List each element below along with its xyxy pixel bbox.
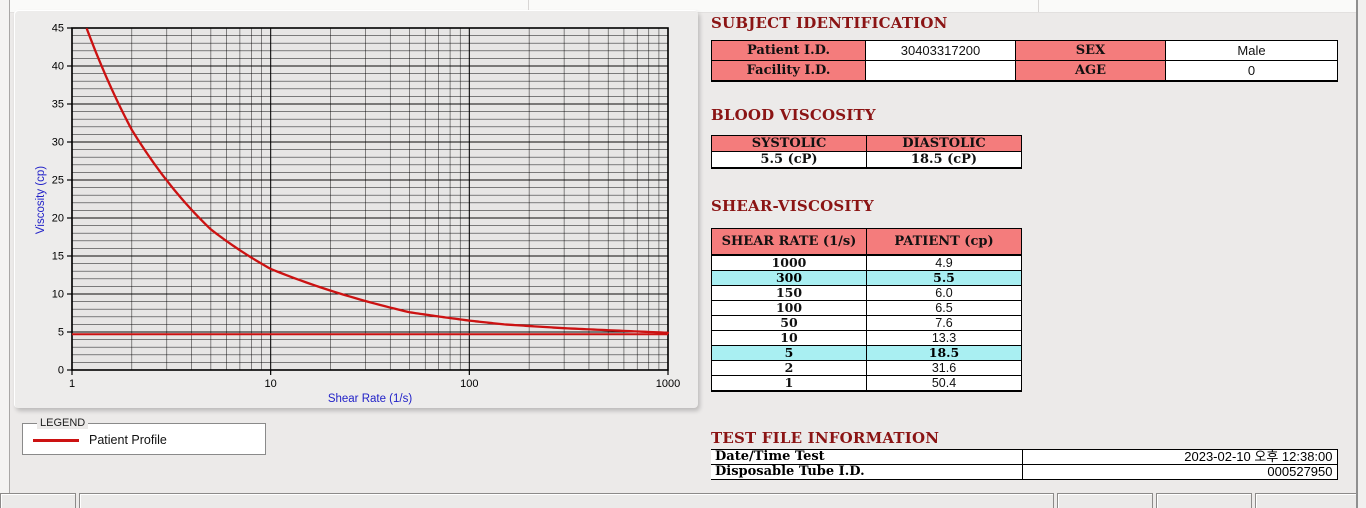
legend-title: LEGEND <box>37 417 89 429</box>
table-row: 100 6.5 <box>711 300 1022 316</box>
table-row: Disposable Tube I.D. 000527950 <box>711 464 1338 480</box>
patient-profile-curve <box>85 28 670 334</box>
table-row: 10 13.3 <box>711 330 1022 346</box>
legend-entry: Patient Profile <box>33 430 265 450</box>
systolic-header-cell: SYSTOLIC <box>711 135 867 152</box>
table-row: Facility I.D. AGE 0 <box>711 60 1338 82</box>
shear-rate-cell: 100 <box>711 300 867 316</box>
y-tick-label: 0 <box>58 365 64 377</box>
patient-viscosity-cell: 31.6 <box>866 360 1022 376</box>
viscosity-chart-svg: 0 5 10 15 20 25 30 35 40 45 1 10 100 1000 Shear Rate (… <box>35 23 680 406</box>
bottom-panel-segment <box>1156 493 1252 508</box>
patient-viscosity-cell: 7.6 <box>866 315 1022 331</box>
sex-label-cell: SEX <box>1015 40 1166 61</box>
age-value: 0 <box>1165 60 1338 82</box>
facility-id-value <box>865 60 1016 82</box>
info-value-cell: 000527950 <box>1021 464 1338 480</box>
subject-identification-title: SUBJECT IDENTIFICATION <box>711 14 948 32</box>
plot-area <box>72 28 668 370</box>
table-row: 300 5.5 <box>711 270 1022 286</box>
shear-rate-cell: 2 <box>711 360 867 376</box>
legend-line-sample <box>33 438 79 442</box>
y-tick-label: 15 <box>52 251 64 263</box>
shear-rate-cell: 50 <box>711 315 867 331</box>
diastolic-value: 18.5 (cP) <box>866 151 1022 169</box>
x-tick-label: 100 <box>460 378 478 390</box>
shear-rate-header-cell: SHEAR RATE (1/s) <box>711 228 867 256</box>
y-tick-label: 45 <box>52 23 64 35</box>
right-edge-strip <box>1358 0 1366 508</box>
y-tick-label: 30 <box>52 137 64 149</box>
systolic-value: 5.5 (cP) <box>711 151 867 169</box>
patient-viscosity-cell: 18.5 <box>866 345 1022 361</box>
y-tick-label: 35 <box>52 99 64 111</box>
x-axis-title: Shear Rate (1/s) <box>328 393 413 405</box>
shear-viscosity-table: SHEAR RATE (1/s) PATIENT (cp) 1000 4.9 300… <box>711 228 1022 392</box>
y-tick-label: 10 <box>52 289 64 301</box>
shear-viscosity-title: SHEAR-VISCOSITY <box>711 197 874 215</box>
shear-rate-cell: 150 <box>711 285 867 301</box>
test-file-information-table: Date/Time Test 2023-02-10 오후 12:38:00 Disp… <box>711 449 1338 480</box>
facility-id-label-cell: Facility I.D. <box>711 60 866 82</box>
bottom-panel-segment <box>1057 493 1153 508</box>
toolbar-seam <box>1038 0 1039 12</box>
x-tick-label: 10 <box>265 378 277 390</box>
shear-rate-cell: 300 <box>711 270 867 286</box>
table-row: 5 18.5 <box>711 345 1022 361</box>
bottom-panel-segment <box>79 493 1054 508</box>
toolbar-seam <box>528 0 529 12</box>
age-label-cell: AGE <box>1015 60 1166 82</box>
y-tick-label: 40 <box>52 61 64 73</box>
y-axis-title: Viscosity (cp) <box>35 166 47 234</box>
x-tick-label: 1 <box>69 378 75 390</box>
info-label-cell: Disposable Tube I.D. <box>711 464 1023 480</box>
patient-viscosity-cell: 4.9 <box>866 254 1022 271</box>
patient-viscosity-cell: 6.5 <box>866 300 1022 316</box>
patient-viscosity-cell: 5.5 <box>866 270 1022 286</box>
bottom-panel-segment <box>1255 493 1366 508</box>
patient-viscosity-cell: 50.4 <box>866 375 1022 392</box>
table-row: 50 7.6 <box>711 315 1022 331</box>
shear-rate-cell: 1 <box>711 375 867 392</box>
viscosity-chart: 0 5 10 15 20 25 30 35 40 45 1 10 100 1000 Shear Rate (… <box>14 10 698 408</box>
shear-rate-cell: 1000 <box>711 254 867 271</box>
y-tick-label: 20 <box>52 213 64 225</box>
viscosity-chart-panel: 0 5 10 15 20 25 30 35 40 45 1 10 100 1000 Shear Rate (… <box>14 10 698 408</box>
table-row: 1 50.4 <box>711 375 1022 392</box>
x-tick-label: 1000 <box>656 378 680 390</box>
patient-viscosity-cell: 13.3 <box>866 330 1022 346</box>
patient-id-label-cell: Patient I.D. <box>711 40 866 61</box>
right-edge-line <box>1356 0 1358 508</box>
shear-rate-cell: 10 <box>711 330 867 346</box>
subject-identification-table: Patient I.D. 30403317200 SEX Male Facili… <box>711 40 1338 82</box>
sex-value: Male <box>1165 40 1338 61</box>
bottom-panel-segment <box>0 493 76 508</box>
table-header-row: SHEAR RATE (1/s) PATIENT (cp) <box>711 228 1022 256</box>
diastolic-header-cell: DIASTOLIC <box>866 135 1022 152</box>
info-label-cell: Date/Time Test <box>711 449 1023 465</box>
table-row: SYSTOLIC DIASTOLIC <box>711 135 1022 152</box>
table-row: 150 6.0 <box>711 285 1022 301</box>
table-row: Patient I.D. 30403317200 SEX Male <box>711 40 1338 61</box>
info-value-cell: 2023-02-10 오후 12:38:00 <box>1021 449 1338 465</box>
y-tick-label: 5 <box>58 327 64 339</box>
legend-box: LEGEND Patient Profile <box>22 417 266 455</box>
test-file-information-title: TEST FILE INFORMATION <box>711 429 940 447</box>
patient-header-cell: PATIENT (cp) <box>866 228 1022 256</box>
table-row: 1000 4.9 <box>711 254 1022 271</box>
blood-viscosity-title: BLOOD VISCOSITY <box>711 106 876 124</box>
shear-rate-cell: 5 <box>711 345 867 361</box>
table-row: 2 31.6 <box>711 360 1022 376</box>
legend-entry-label: Patient Profile <box>89 433 167 447</box>
table-row: 5.5 (cP) 18.5 (cP) <box>711 151 1022 169</box>
table-row: Date/Time Test 2023-02-10 오후 12:38:00 <box>711 449 1338 465</box>
patient-viscosity-cell: 6.0 <box>866 285 1022 301</box>
left-edge-strip <box>0 0 10 508</box>
blood-viscosity-table: SYSTOLIC DIASTOLIC 5.5 (cP) 18.5 (cP) <box>711 135 1022 169</box>
patient-id-value: 30403317200 <box>865 40 1016 61</box>
y-tick-label: 25 <box>52 175 64 187</box>
